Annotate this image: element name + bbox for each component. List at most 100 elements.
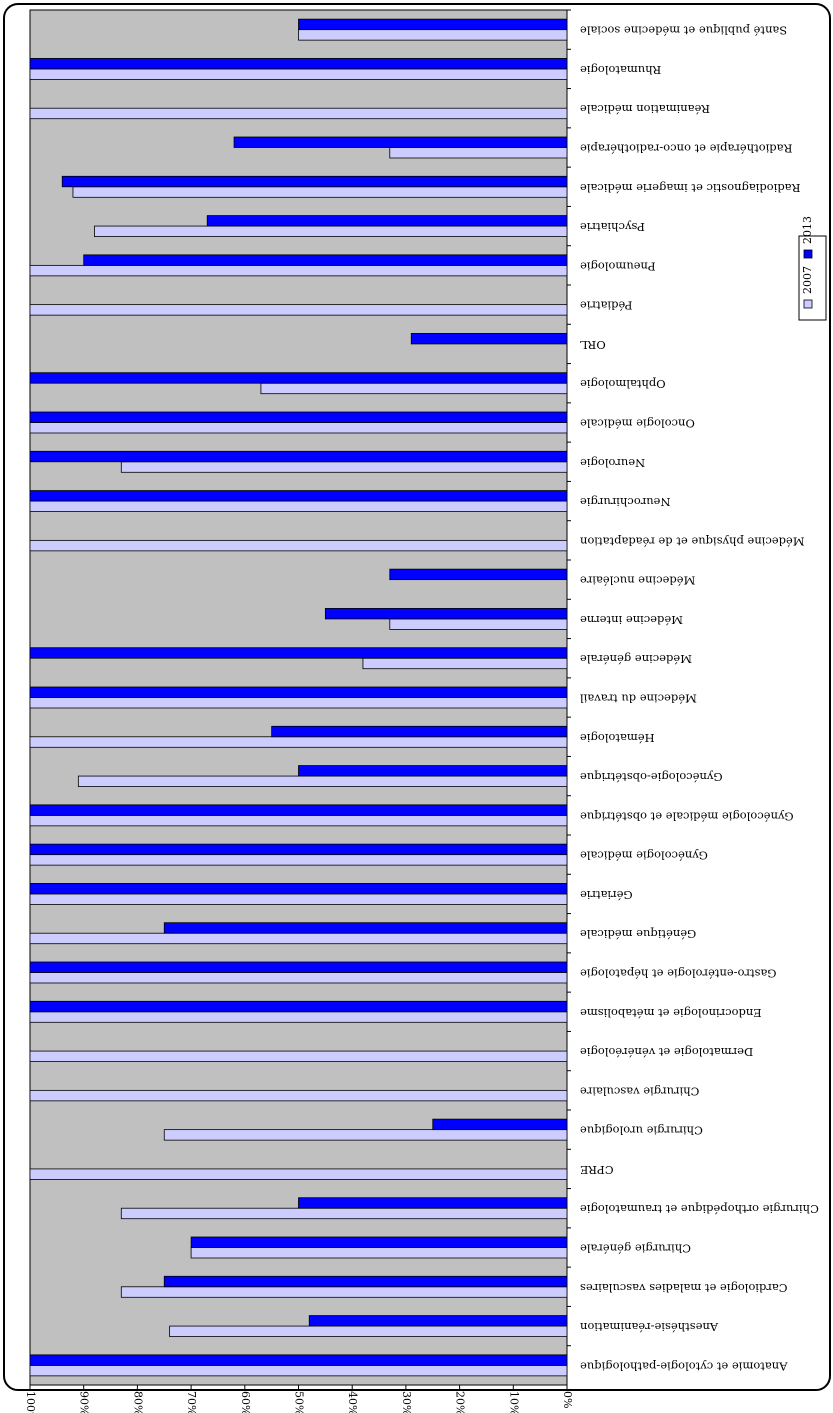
category-label: Neurochirurgie — [580, 495, 671, 509]
bar-2007-anesthesie-reanimation — [169, 1325, 568, 1337]
legend-box — [798, 235, 827, 321]
bar-2007-pediatrie — [29, 304, 568, 316]
bar-2007-medecine-physique-et-de-readaptation — [29, 539, 568, 552]
bar-2007-dermatologie-et-venereologie — [29, 1050, 568, 1062]
category-label: CPRE — [580, 1163, 614, 1177]
category-label: Cardiologie et maladies vasculaires — [580, 1281, 788, 1295]
bar-2013-anatomie-et-cytologie-pathologique — [29, 1354, 568, 1366]
bar-2013-ophtalmologie — [29, 372, 568, 384]
bar-2013-psychiatrie — [206, 215, 568, 227]
bar-2007-endocrinologie-et-metabolisme — [29, 1011, 568, 1023]
category-label: ORL — [580, 338, 606, 352]
bar-2013-pneumologie — [83, 254, 568, 266]
bar-2007-gynecologie-medicale — [29, 854, 568, 866]
category-label: Gynécologie médicale et obstétrique — [580, 809, 794, 823]
value-axis: 0% 10% 20% 30% 40% 50% 60% 70% 80% 90% 100% — [24, 1385, 574, 1413]
category-label: Gynécologie médicale — [580, 849, 708, 863]
bar-2013-sante-publique-et-medecine-sociale — [298, 18, 568, 31]
bar-2007-neurochirurgie — [29, 500, 568, 512]
bar-2013-oncologie-medicale — [29, 411, 568, 423]
category-label: Radiodiagnostic et imagerie médicale — [580, 181, 801, 195]
bar-2007-radiotherapie-et-onco-radiotherapie — [389, 147, 568, 159]
value-tick-label: 60% — [239, 1391, 252, 1413]
category-label: Médecine nucléaire — [580, 574, 696, 588]
category-label: Chirurgie vasculaire — [580, 1084, 700, 1098]
category-label: Médecine interne — [580, 613, 683, 627]
category-label: Chirurgie orthopédique et traumatologie — [580, 1202, 819, 1216]
bar-2007-genetique-medicale — [29, 932, 568, 945]
bar-2013-neurochirurgie — [29, 490, 568, 502]
bars-layer — [29, 18, 568, 1377]
bar-2007-rhumatologie — [29, 68, 568, 80]
bar-2007-medecine-generale — [362, 657, 568, 670]
bar-2007-gynecologie-medicale-et-obstetrique — [29, 814, 568, 827]
category-label: Réanimation médicale — [580, 102, 710, 116]
bar-2013-gynecologie-medicale-et-obstetrique — [29, 804, 568, 816]
bar-2013-chirurgie-orthopedique-et-traumatologie — [298, 1197, 568, 1209]
category-label: Radiothérapie et onco-radiothérapie — [580, 142, 793, 156]
bar-2013-neurologie — [29, 450, 568, 463]
legend-swatch-2007 — [803, 299, 813, 309]
category-axis: Anatomie et cytologie-pathologique Anesth… — [567, 9, 819, 1373]
legend-swatch-2013 — [803, 249, 813, 259]
bar-2013-gastro-enterologie-et-hepatologie — [29, 961, 568, 973]
category-label: Dermatologie et vénéréologie — [580, 1045, 753, 1059]
value-tick-label: 70% — [185, 1391, 198, 1413]
bar-2007-reanimation-medicale — [29, 107, 568, 120]
value-tick-label: 30% — [400, 1391, 413, 1413]
bar-2013-gynecologie-medicale — [29, 843, 568, 856]
category-label: Gastro-entérologie et hépatologie — [580, 967, 777, 981]
legend: 2007 2013 — [798, 216, 827, 321]
bar-2007-chirurgie-urologique — [163, 1129, 568, 1141]
bar-2007-ophtalmologie — [260, 382, 568, 395]
value-tick-label: 100% — [24, 1391, 37, 1413]
bar-2007-cardiologie-et-maladies-vasculaires — [120, 1286, 568, 1298]
category-label: Médecine du travail — [580, 692, 697, 706]
legend-label-2007: 2007 — [801, 266, 814, 294]
category-label: Pédiatrie — [580, 299, 633, 313]
bar-2007-gynecologie-obstetrique — [77, 775, 568, 787]
category-label: Neurologie — [580, 456, 645, 470]
bar-2007-oncologie-medicale — [29, 422, 568, 434]
bar-2013-gynecologie-obstetrique — [298, 765, 568, 777]
bar-2013-radiotherapie-et-onco-radiotherapie — [233, 136, 568, 148]
bar-2013-endocrinologie-et-metabolisme — [29, 1000, 568, 1013]
bar-2007-sante-publique-et-medecine-sociale — [298, 29, 568, 41]
bar-2007-psychiatrie — [94, 225, 568, 237]
value-tick-label: 40% — [346, 1391, 359, 1413]
bar-2013-radiodiagnostic-et-imagerie-medicale — [61, 175, 568, 188]
bar-2007-radiodiagnostic-et-imagerie-medicale — [72, 186, 568, 198]
bar-2013-rhumatologie — [29, 58, 568, 70]
value-tick-label: 90% — [78, 1391, 91, 1413]
value-tick-label: 10% — [507, 1391, 520, 1413]
category-label: Médecine physique et de réadaptation — [579, 534, 804, 548]
bar-2007-hematologie — [29, 736, 568, 748]
bar-2013-chirurgie-urologique — [432, 1118, 568, 1131]
category-label: Psychiatrie — [580, 220, 645, 234]
bar-2013-hematologie — [271, 725, 568, 738]
category-label: Oncologie médicale — [580, 417, 695, 431]
bar-2007-anatomie-et-cytologie-pathologique — [29, 1364, 568, 1377]
category-label: Médecine générale — [580, 652, 692, 666]
bar-2007-pneumologie — [29, 264, 568, 277]
bar-2013-cardiologie-et-maladies-vasculaires — [163, 1275, 568, 1288]
category-label: Génétique médicale — [580, 927, 696, 941]
bar-2013-medecine-nucleaire — [389, 568, 568, 581]
bar-2007-neurologie — [120, 461, 568, 473]
category-label: Chirurgie générale — [580, 1242, 691, 1256]
bar-2013-medecine-interne — [324, 608, 568, 620]
bar-2007-cpre — [29, 1168, 568, 1180]
bar-2007-geriatrie — [29, 893, 568, 905]
value-tick-label: 80% — [131, 1391, 144, 1413]
bar-2007-medecine-du-travail — [29, 697, 568, 709]
legend-label-2013: 2013 — [801, 216, 814, 244]
bar-2007-medecine-interne — [389, 618, 568, 630]
bar-2007-chirurgie-vasculaire — [29, 1089, 568, 1102]
bar-2013-anesthesie-reanimation — [308, 1315, 568, 1327]
category-label: Chirurgie urologique — [580, 1124, 703, 1138]
value-tick-label: 0% — [561, 1391, 574, 1408]
category-label: Ophtalmologie — [580, 377, 666, 391]
category-label: Gériatrie — [580, 888, 633, 902]
category-label: Anesthésie-réanimation — [579, 1320, 719, 1334]
